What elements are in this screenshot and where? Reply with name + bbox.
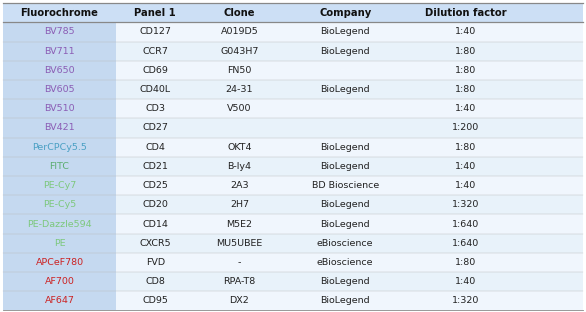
Text: BV785: BV785: [44, 27, 75, 37]
Text: 1:40: 1:40: [455, 27, 476, 37]
Text: 1:80: 1:80: [455, 85, 476, 94]
Text: A019D5: A019D5: [220, 27, 258, 37]
Text: BioLegend: BioLegend: [321, 27, 370, 37]
FancyBboxPatch shape: [116, 253, 583, 272]
Text: Clone: Clone: [224, 8, 255, 18]
Text: 2H7: 2H7: [230, 200, 249, 209]
Text: BV510: BV510: [44, 104, 75, 113]
Text: eBioscience: eBioscience: [317, 258, 373, 267]
Text: BioLegend: BioLegend: [321, 85, 370, 94]
Text: Dilution factor: Dilution factor: [425, 8, 506, 18]
Text: 1:80: 1:80: [455, 143, 476, 152]
Text: 1:200: 1:200: [452, 124, 479, 133]
Text: MU5UBEE: MU5UBEE: [216, 239, 263, 248]
FancyBboxPatch shape: [116, 157, 583, 176]
Text: 1:80: 1:80: [455, 258, 476, 267]
Text: V500: V500: [227, 104, 251, 113]
Text: 1:640: 1:640: [452, 220, 479, 228]
Text: CD127: CD127: [139, 27, 171, 37]
Text: BioLegend: BioLegend: [321, 200, 370, 209]
Text: FITC: FITC: [49, 162, 70, 171]
FancyBboxPatch shape: [3, 3, 583, 22]
Text: BV711: BV711: [44, 46, 75, 56]
Text: 1:40: 1:40: [455, 104, 476, 113]
Text: OKT4: OKT4: [227, 143, 251, 152]
Text: G043H7: G043H7: [220, 46, 258, 56]
Text: CD69: CD69: [142, 66, 168, 75]
FancyBboxPatch shape: [116, 22, 583, 41]
Text: BioLegend: BioLegend: [321, 220, 370, 228]
Text: 1:320: 1:320: [452, 200, 479, 209]
Text: BD Bioscience: BD Bioscience: [312, 181, 379, 190]
Text: CD20: CD20: [142, 200, 168, 209]
Text: BioLegend: BioLegend: [321, 162, 370, 171]
Text: 24-31: 24-31: [226, 85, 253, 94]
Text: AF700: AF700: [45, 277, 74, 286]
Text: PE-Cy7: PE-Cy7: [43, 181, 76, 190]
Text: CD40L: CD40L: [139, 85, 171, 94]
Text: 1:640: 1:640: [452, 239, 479, 248]
FancyBboxPatch shape: [3, 3, 116, 310]
FancyBboxPatch shape: [116, 118, 583, 138]
Text: PE-Dazzle594: PE-Dazzle594: [27, 220, 92, 228]
Text: PE-Cy5: PE-Cy5: [43, 200, 76, 209]
Text: AF647: AF647: [45, 296, 74, 305]
FancyBboxPatch shape: [116, 195, 583, 214]
Text: 1:40: 1:40: [455, 181, 476, 190]
Text: BV421: BV421: [44, 124, 75, 133]
Text: B-ly4: B-ly4: [227, 162, 251, 171]
Text: eBioscience: eBioscience: [317, 239, 373, 248]
FancyBboxPatch shape: [116, 99, 583, 118]
Text: RPA-T8: RPA-T8: [223, 277, 255, 286]
Text: Company: Company: [319, 8, 372, 18]
Text: Panel 1: Panel 1: [134, 8, 176, 18]
Text: M5E2: M5E2: [226, 220, 253, 228]
FancyBboxPatch shape: [116, 138, 583, 157]
Text: PE: PE: [54, 239, 65, 248]
Text: BioLegend: BioLegend: [321, 277, 370, 286]
Text: 1:40: 1:40: [455, 277, 476, 286]
Text: FN50: FN50: [227, 66, 251, 75]
Text: CD3: CD3: [145, 104, 165, 113]
Text: 1:80: 1:80: [455, 66, 476, 75]
Text: CD25: CD25: [142, 181, 168, 190]
Text: BV605: BV605: [44, 85, 75, 94]
Text: DX2: DX2: [230, 296, 249, 305]
Text: CD14: CD14: [142, 220, 168, 228]
FancyBboxPatch shape: [116, 80, 583, 99]
FancyBboxPatch shape: [116, 41, 583, 61]
Text: -: -: [238, 258, 241, 267]
Text: BioLegend: BioLegend: [321, 143, 370, 152]
Text: BioLegend: BioLegend: [321, 296, 370, 305]
FancyBboxPatch shape: [116, 234, 583, 253]
FancyBboxPatch shape: [116, 61, 583, 80]
Text: FVD: FVD: [146, 258, 165, 267]
Text: 1:320: 1:320: [452, 296, 479, 305]
Text: 2A3: 2A3: [230, 181, 248, 190]
Text: APCeF780: APCeF780: [35, 258, 84, 267]
FancyBboxPatch shape: [116, 272, 583, 291]
Text: CD95: CD95: [142, 296, 168, 305]
Text: BioLegend: BioLegend: [321, 46, 370, 56]
FancyBboxPatch shape: [116, 176, 583, 195]
Text: CCR7: CCR7: [142, 46, 168, 56]
FancyBboxPatch shape: [116, 214, 583, 234]
Text: CD4: CD4: [145, 143, 165, 152]
FancyBboxPatch shape: [116, 291, 583, 310]
Text: CXCR5: CXCR5: [139, 239, 171, 248]
Text: 1:40: 1:40: [455, 162, 476, 171]
Text: PerCPCy5.5: PerCPCy5.5: [32, 143, 87, 152]
Text: CD21: CD21: [142, 162, 168, 171]
Text: Fluorochrome: Fluorochrome: [21, 8, 98, 18]
Text: CD8: CD8: [145, 277, 165, 286]
Text: BV650: BV650: [44, 66, 75, 75]
Text: CD27: CD27: [142, 124, 168, 133]
Text: 1:80: 1:80: [455, 46, 476, 56]
